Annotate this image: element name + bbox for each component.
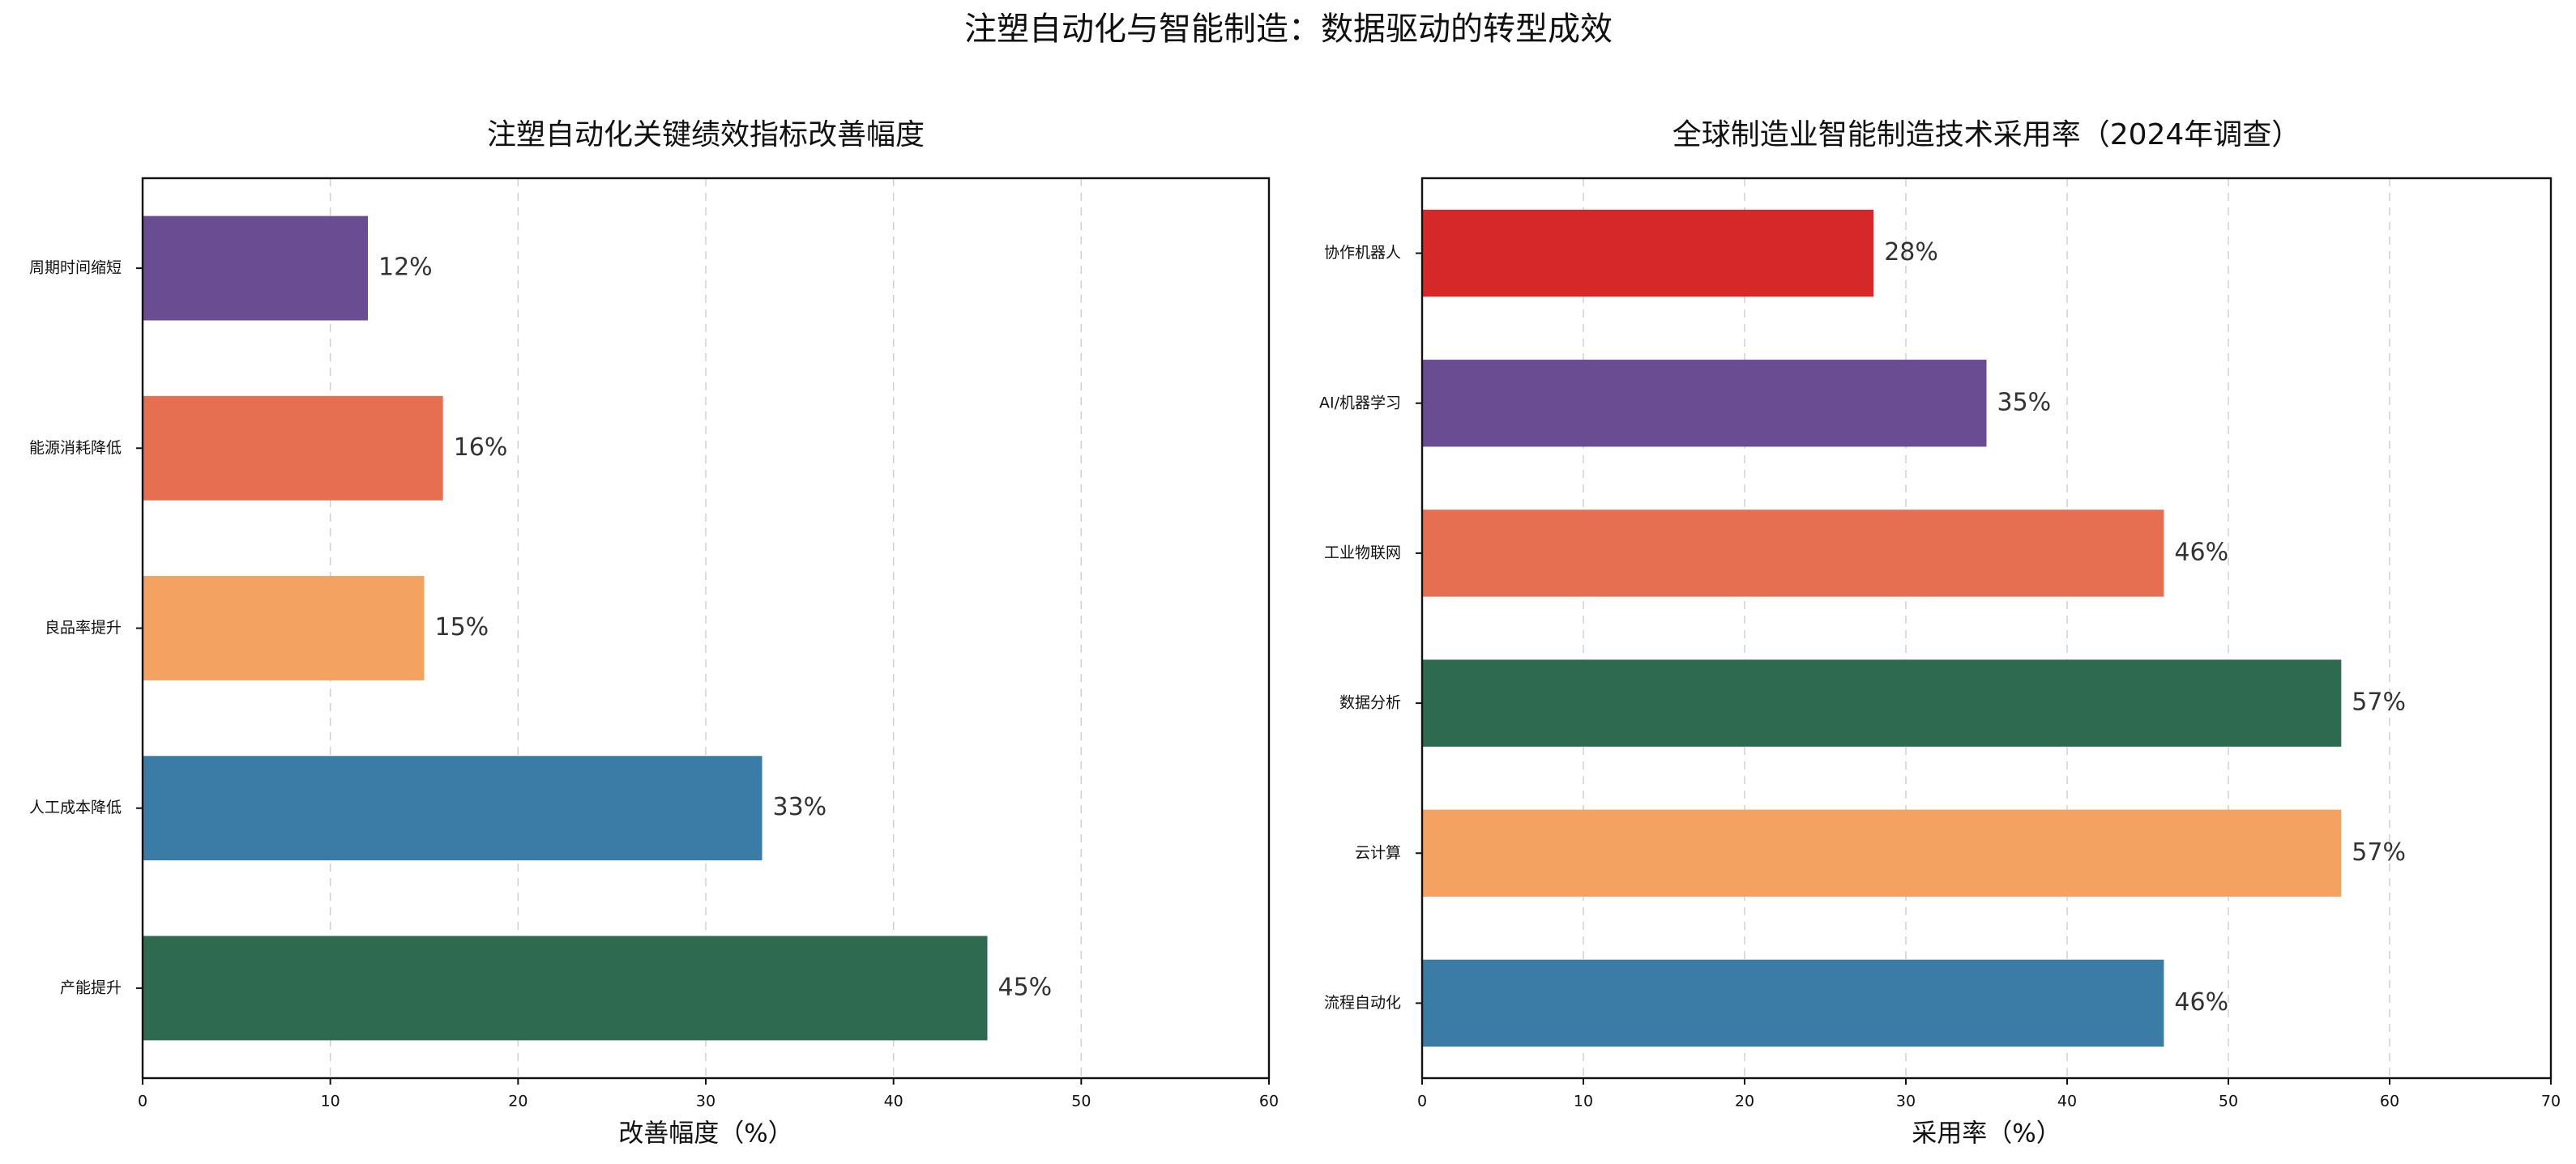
bar-value-label: 16% xyxy=(454,433,508,462)
y-tick-label: 流程自动化 xyxy=(1324,994,1401,1012)
chart-title: 注塑自动化关键绩效指标改善幅度 xyxy=(487,118,925,151)
x-tick-label: 20 xyxy=(1735,1093,1754,1111)
x-tick-label: 0 xyxy=(1417,1093,1427,1111)
bar xyxy=(1422,510,2164,597)
bar xyxy=(143,215,368,321)
figure-title: 注塑自动化与智能制造：数据驱动的转型成效 xyxy=(964,11,1613,48)
bar xyxy=(1422,959,2164,1047)
x-axis-label: 改善幅度（%） xyxy=(618,1119,792,1149)
bar xyxy=(143,936,988,1041)
bar xyxy=(143,395,443,501)
x-tick-label: 50 xyxy=(1071,1093,1091,1111)
bar-value-label: 15% xyxy=(435,613,489,642)
y-tick-label: 良品率提升 xyxy=(45,619,122,637)
bar-value-label: 33% xyxy=(773,793,827,821)
bar-value-label: 46% xyxy=(2174,988,2228,1017)
bar xyxy=(1422,360,1987,447)
x-axis-label: 采用率（%） xyxy=(1912,1119,2061,1149)
y-tick-label: 工业物联网 xyxy=(1324,544,1401,561)
x-tick-label: 40 xyxy=(884,1093,904,1111)
bar-value-label: 45% xyxy=(998,973,1053,1001)
y-tick-label: 产能提升 xyxy=(60,979,122,996)
bar-value-label: 12% xyxy=(378,254,433,282)
bar xyxy=(143,756,763,861)
x-tick-label: 10 xyxy=(321,1093,340,1111)
chart-tech-adoption: 全球制造业智能制造技术采用率（2024年调查） 28% 协作机器人 35% AI/机器学… xyxy=(1319,118,2561,1149)
chart-kpi-improvement: 注塑自动化关键绩效指标改善幅度 12% 周期时间缩短 16% 能源消耗降低 15% 良品率提… xyxy=(29,118,1279,1149)
y-tick-label: 云计算 xyxy=(1355,844,1401,862)
y-tick-label: 人工成本降低 xyxy=(29,799,122,817)
x-tick-label: 40 xyxy=(2057,1093,2077,1111)
y-tick-label: 周期时间缩短 xyxy=(29,259,122,277)
axes-frame xyxy=(141,177,1271,1080)
x-tick-label: 50 xyxy=(2219,1093,2238,1111)
y-tick-label: AI/机器学习 xyxy=(1319,394,1401,411)
y-tick-label: 能源消耗降低 xyxy=(29,439,122,457)
axes-frame xyxy=(1420,177,2553,1080)
x-tick-label: 30 xyxy=(1896,1093,1916,1111)
chart-title: 全球制造业智能制造技术采用率（2024年调查） xyxy=(1672,118,2301,151)
bar-value-label: 28% xyxy=(1884,238,1938,266)
bar xyxy=(1422,809,2342,897)
x-tick-label: 20 xyxy=(508,1093,528,1111)
x-tick-label: 70 xyxy=(2541,1093,2561,1111)
x-tick-label: 0 xyxy=(138,1093,147,1111)
y-tick-label: 数据分析 xyxy=(1339,694,1401,712)
bar xyxy=(143,576,425,680)
bar xyxy=(1422,209,1874,297)
y-tick-label: 协作机器人 xyxy=(1324,244,1401,262)
x-tick-label: 60 xyxy=(2380,1093,2399,1111)
bar-value-label: 57% xyxy=(2352,838,2406,867)
bar-value-label: 35% xyxy=(1997,388,2052,416)
bar xyxy=(1422,659,2342,747)
x-tick-label: 10 xyxy=(1574,1093,1593,1111)
x-tick-label: 30 xyxy=(696,1093,716,1111)
bar-value-label: 46% xyxy=(2174,538,2228,566)
x-tick-label: 60 xyxy=(1259,1093,1279,1111)
bar-value-label: 57% xyxy=(2352,689,2406,717)
